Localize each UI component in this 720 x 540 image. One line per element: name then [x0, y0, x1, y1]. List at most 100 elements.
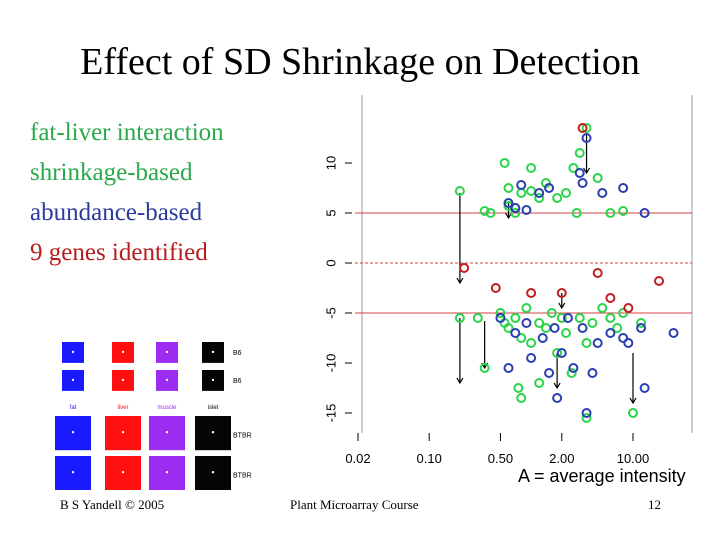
grid-col-label: islet — [208, 405, 219, 411]
green-point — [485, 208, 496, 218]
blue-point — [592, 338, 603, 348]
y-tick-label: 5 — [323, 209, 338, 216]
green-point — [556, 313, 567, 323]
shift-arrowhead — [504, 212, 513, 220]
shift-arrowhead — [553, 382, 561, 390]
blue-point — [597, 188, 608, 198]
green-point — [526, 338, 537, 348]
blue-point — [639, 383, 650, 393]
blue-point — [516, 180, 527, 190]
legend-interaction: fat-liver interaction — [30, 119, 224, 146]
grid-col-label: fat — [70, 405, 77, 411]
green-point — [540, 323, 551, 333]
grid-dot — [121, 378, 125, 382]
red-point — [577, 123, 588, 133]
green-point — [574, 148, 585, 158]
page-number: 12 — [648, 497, 661, 512]
y-tick-label: 0 — [323, 259, 338, 266]
green-point — [534, 193, 545, 203]
blue-point — [510, 203, 521, 213]
green-point — [454, 313, 465, 323]
red-point — [490, 283, 501, 293]
tissue-grid-image: B6 B6 BTBR BTBR fat liver muscle islet — [55, 342, 252, 490]
green-point — [516, 188, 527, 198]
green-point — [479, 363, 490, 373]
red-point — [605, 293, 616, 303]
blue-point — [623, 338, 634, 348]
green-point — [510, 208, 521, 218]
blue-point — [544, 368, 555, 378]
green-point — [618, 206, 629, 216]
footer-author: B S Yandell © 2005 — [60, 497, 165, 512]
legend: fat-liver interaction shrinkage-based ab… — [30, 113, 224, 273]
grid-row-label: B6 — [233, 378, 242, 385]
green-point — [587, 318, 598, 328]
blue-point — [510, 328, 521, 338]
grid-dot — [121, 471, 125, 474]
grid-dot — [121, 350, 125, 354]
y-tick-label: -10 — [323, 354, 338, 373]
blue-point — [581, 408, 592, 418]
blue-point — [639, 208, 650, 218]
grid-dot — [71, 378, 75, 382]
blue-point — [495, 313, 506, 323]
shift-arrowhead — [629, 397, 637, 405]
grid-dot — [211, 431, 215, 434]
blue-point — [587, 368, 598, 378]
y-tick-label: -5 — [323, 307, 338, 319]
grid-dot — [165, 350, 169, 354]
green-point — [552, 348, 563, 358]
green-point — [628, 408, 638, 418]
green-point — [503, 323, 514, 333]
blue-point — [503, 363, 514, 373]
green-point — [552, 193, 563, 203]
blue-point — [636, 323, 647, 333]
green-point — [566, 368, 577, 378]
x-tick-label: 2.00 — [549, 451, 574, 466]
x-tick-label: 0.50 — [488, 451, 513, 466]
blue-point — [605, 328, 616, 338]
green-point — [526, 163, 537, 173]
green-point — [546, 308, 557, 318]
green-point — [574, 313, 585, 323]
blue-point — [526, 353, 537, 363]
blue-point — [537, 333, 548, 343]
blue-point — [521, 205, 532, 215]
blue-point — [549, 323, 560, 333]
green-point — [636, 318, 647, 328]
red-point — [592, 268, 603, 278]
red-point — [526, 288, 537, 298]
green-point — [503, 183, 514, 193]
shift-arrowhead — [456, 277, 464, 285]
grid-dot — [71, 471, 75, 474]
grid-row-label: B6 — [233, 350, 242, 357]
green-point — [560, 188, 571, 198]
green-point — [495, 308, 506, 318]
green-point — [568, 163, 579, 173]
green-point — [581, 123, 592, 133]
blue-point — [618, 183, 629, 193]
green-point — [618, 308, 629, 318]
shift-arrowhead — [456, 377, 464, 385]
blue-point — [577, 178, 588, 188]
green-point — [534, 378, 545, 388]
red-point — [556, 288, 567, 298]
grid-dot — [165, 378, 169, 382]
grid-dot — [211, 350, 215, 354]
grid-dot — [165, 471, 169, 474]
blue-point — [503, 198, 514, 208]
green-point — [510, 313, 521, 323]
green-point — [605, 208, 616, 218]
blue-point — [556, 348, 567, 358]
legend-genes: 9 genes identified — [30, 239, 208, 266]
blue-point — [568, 363, 579, 373]
x-tick-label: 10.00 — [617, 451, 650, 466]
blue-point — [552, 393, 563, 403]
green-point — [454, 186, 465, 196]
grid-row-label: BTBR — [233, 433, 252, 440]
green-point — [516, 393, 527, 403]
shift-arrowhead — [583, 167, 591, 175]
legend-abundance: abundance-based — [30, 199, 203, 226]
green-point — [472, 313, 483, 323]
green-point — [592, 173, 603, 183]
